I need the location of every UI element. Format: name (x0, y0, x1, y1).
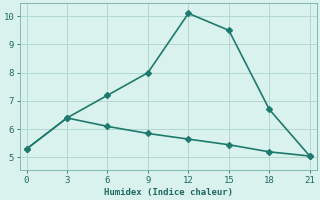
X-axis label: Humidex (Indice chaleur): Humidex (Indice chaleur) (104, 188, 233, 197)
